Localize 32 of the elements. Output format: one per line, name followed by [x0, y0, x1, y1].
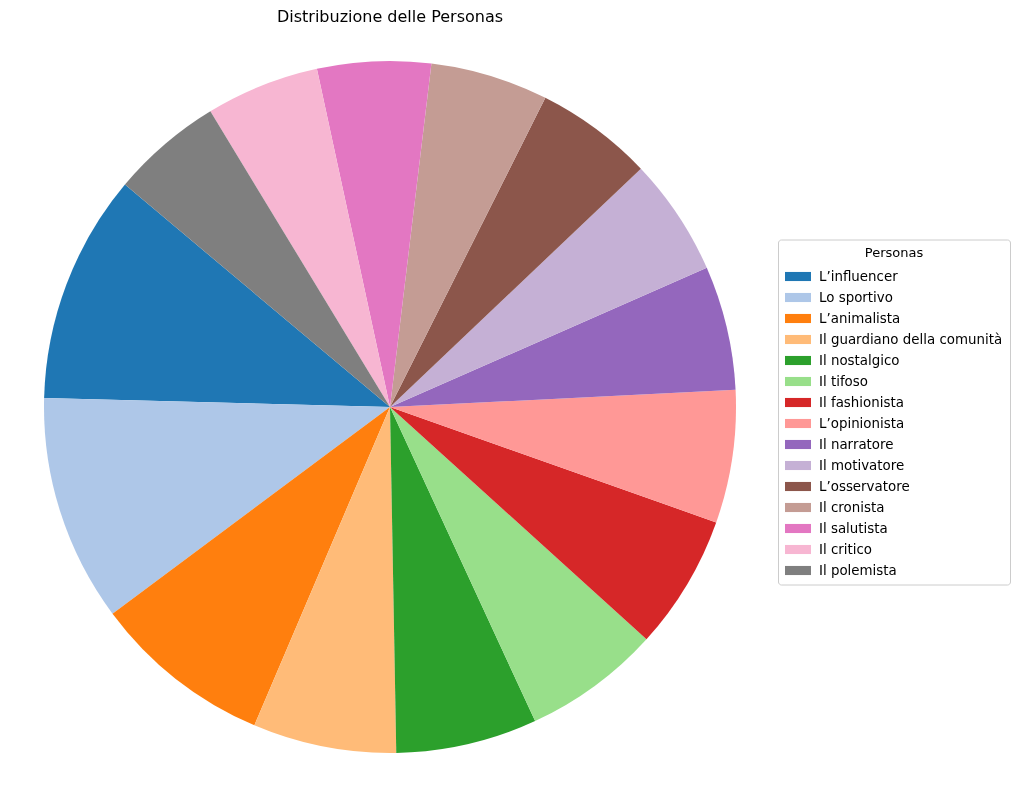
pie-slice — [390, 63, 546, 407]
legend-label: Il narratore — [819, 436, 894, 452]
pie-slice — [390, 168, 707, 407]
pie-slice — [210, 68, 390, 407]
pie-slice — [124, 111, 390, 407]
legend-label: Lo sportivo — [819, 289, 893, 305]
legend-label: Il nostalgico — [819, 352, 900, 368]
legend-label: L’animalista — [819, 310, 901, 326]
legend-label: Il tifoso — [819, 373, 868, 389]
legend-label: Il guardiano della comunità — [819, 331, 1003, 347]
legend-label: L’influencer — [819, 268, 899, 284]
pie-slice — [44, 184, 390, 407]
legend-label: Il motivatore — [819, 457, 905, 473]
pie-slice — [390, 407, 647, 722]
legend-label: Il critico — [819, 541, 873, 557]
chart-title: Distribuzione delle Personas — [276, 7, 504, 26]
pie-slice — [390, 97, 641, 407]
pie-slice — [390, 389, 736, 523]
pie-slice — [316, 61, 432, 407]
legend-label: L’opinionista — [819, 415, 905, 431]
pie-slice — [390, 267, 736, 407]
pie-slice — [390, 407, 536, 753]
pie-slice — [254, 407, 397, 753]
legend-label: Il polemista — [819, 562, 897, 578]
pie-slice — [44, 398, 390, 614]
pie-slice — [390, 407, 717, 640]
legend-label: Il fashionista — [819, 394, 904, 410]
pie-slice — [112, 407, 390, 726]
legend-label: Il salutista — [819, 520, 888, 536]
legend-label: L’osservatore — [819, 478, 910, 494]
legend-label: Il cronista — [819, 499, 885, 515]
legend-title: Personas — [864, 244, 924, 260]
